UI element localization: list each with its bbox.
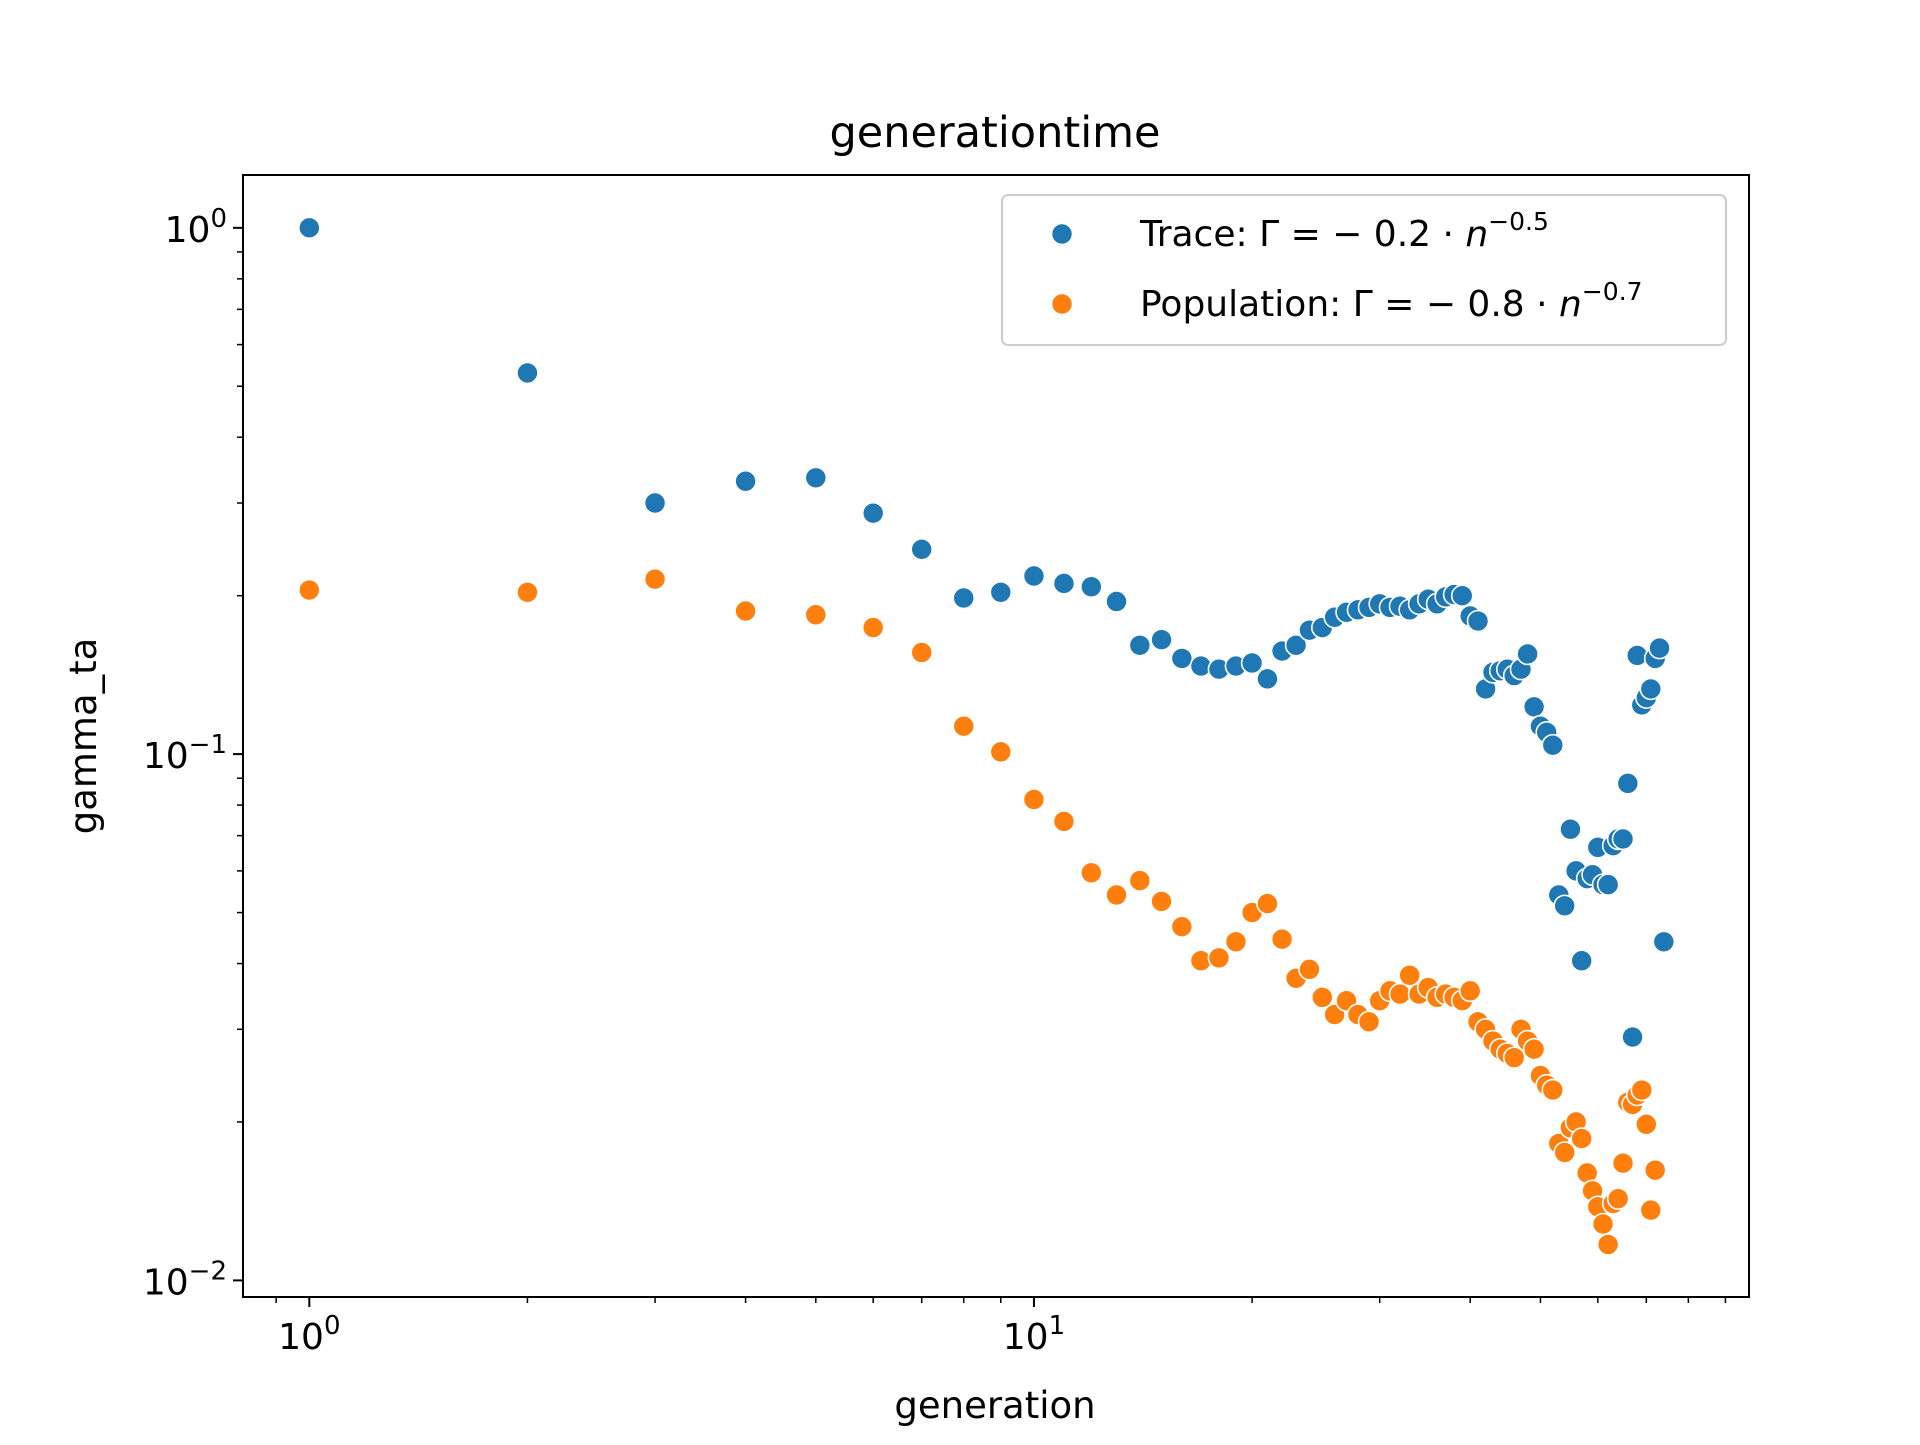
data-point (1128, 633, 1152, 657)
data-point (1559, 817, 1582, 841)
data-point (1298, 958, 1321, 981)
data-point (643, 491, 667, 515)
legend-box (1001, 194, 1727, 346)
data-point (1621, 1025, 1644, 1049)
data-point (1570, 1127, 1593, 1150)
data-point (910, 641, 934, 664)
data-point (1150, 890, 1173, 913)
data-point (1635, 1112, 1658, 1136)
data-point (1022, 564, 1046, 588)
data-point (1224, 930, 1248, 954)
data-point (1643, 1158, 1667, 1182)
data-point (1596, 873, 1620, 896)
data-point (1080, 575, 1103, 599)
data-point (643, 567, 667, 591)
data-point (1591, 1212, 1615, 1236)
y-tick-label: 10−1 (143, 730, 227, 777)
points-layer (298, 216, 1676, 1256)
data-point (1466, 609, 1490, 633)
data-point (1630, 1078, 1654, 1102)
data-point (1522, 1037, 1546, 1061)
data-point (1022, 788, 1046, 811)
data-point (734, 469, 757, 493)
data-point (1207, 946, 1231, 970)
data-point (1311, 986, 1334, 1009)
data-point (1388, 982, 1412, 1006)
data-point (1284, 633, 1308, 657)
data-point (298, 578, 321, 602)
data-point (1611, 827, 1635, 851)
data-point (804, 466, 828, 490)
legend: Trace: Γ = − 0.2 · n−0.5 Population: Γ = … (1001, 194, 1727, 346)
data-point (1502, 1046, 1526, 1069)
data-point (1170, 647, 1194, 670)
data-point (516, 580, 539, 604)
data-point (1541, 733, 1565, 757)
x-tick-label: 101 (1003, 1311, 1065, 1358)
x-axis-label: generation (894, 1384, 1095, 1427)
data-point (1256, 892, 1279, 915)
y-axis-label: gamma_ta (62, 638, 105, 835)
data-point (1052, 810, 1076, 833)
data-point (1150, 628, 1173, 651)
data-point (1105, 590, 1128, 613)
data-point (861, 616, 885, 639)
data-point (1611, 1151, 1635, 1175)
data-point (1458, 979, 1482, 1003)
data-point (1450, 584, 1474, 607)
legend-entry: Population: Γ = − 0.8 · n−0.7 (1140, 277, 1643, 325)
data-point (1105, 883, 1128, 907)
data-point (1522, 695, 1546, 719)
data-point (1398, 963, 1421, 987)
data-point (298, 216, 321, 240)
data-point (1553, 894, 1576, 918)
data-point (989, 580, 1013, 604)
data-point (1606, 1187, 1630, 1210)
data-point (1516, 642, 1539, 666)
data-point (1080, 861, 1103, 885)
data-point (804, 603, 828, 627)
x-tick-label: 100 (278, 1311, 340, 1358)
chart-title: generationtime (829, 108, 1160, 158)
data-point (1553, 1141, 1576, 1164)
series-0 (298, 216, 1676, 1049)
data-point (1639, 1198, 1663, 1222)
data-point (1240, 651, 1264, 675)
data-point (1596, 1233, 1620, 1256)
legend-marker (1050, 222, 1074, 246)
y-tick-label: 100 (165, 204, 227, 251)
series-1 (298, 567, 1667, 1256)
legend-marker (1050, 292, 1074, 316)
plot-area-frame (242, 174, 1750, 1298)
y-tick-label: 10−2 (143, 1256, 227, 1303)
data-point (1256, 667, 1279, 691)
legend-entry: Trace: Γ = − 0.2 · n−0.5 (1139, 207, 1549, 255)
data-point (910, 538, 934, 561)
data-point (952, 586, 976, 610)
data-point (989, 740, 1013, 764)
data-point (1128, 869, 1152, 892)
data-point (1648, 636, 1671, 660)
data-point (1357, 1010, 1381, 1034)
data-point (1639, 677, 1663, 701)
data-point (1270, 927, 1294, 951)
data-point (1652, 930, 1676, 954)
data-point (1616, 772, 1640, 795)
data-point (734, 599, 757, 623)
data-point (516, 361, 539, 385)
data-point (1170, 915, 1194, 938)
data-point (861, 501, 885, 525)
data-point (1570, 949, 1593, 973)
x-axis: 100 101 (275, 1297, 1727, 1358)
data-point (1052, 572, 1076, 595)
data-point (1541, 1078, 1565, 1102)
data-point (952, 714, 976, 738)
y-axis: 10−2 10−1 100 (143, 204, 243, 1303)
